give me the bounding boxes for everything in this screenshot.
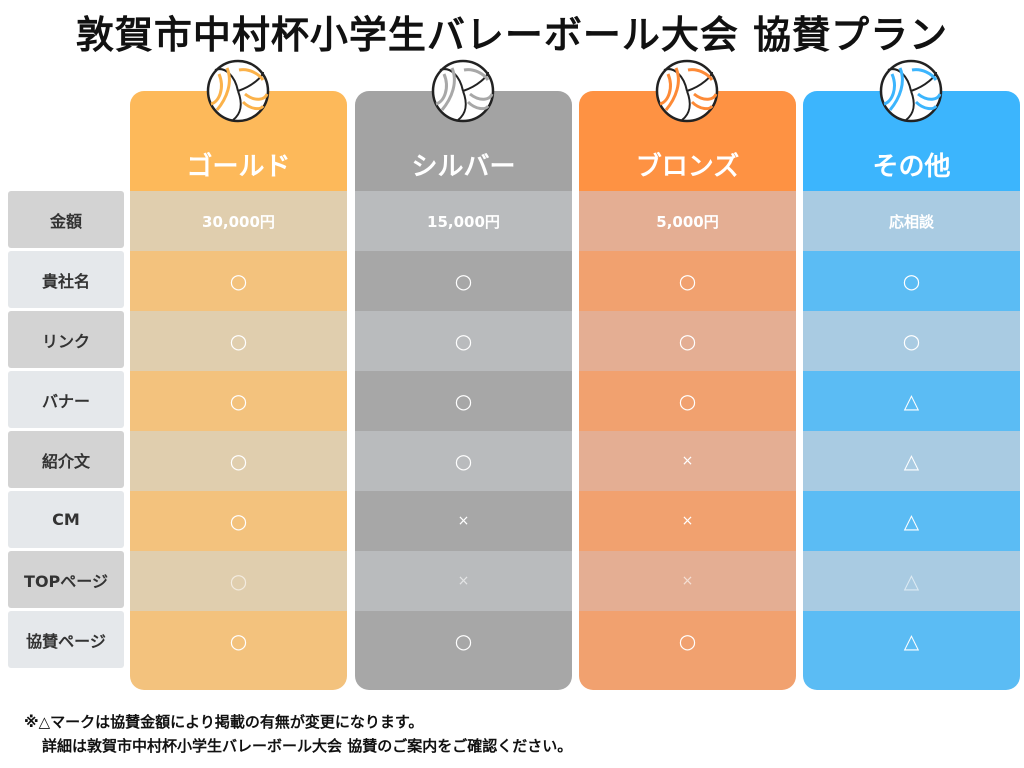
availability-mark: ○ [803,311,1020,371]
plan-column-gold: ゴールド 30,000円 ○ ○ ○ ○ ○ ○ ○ [130,91,347,690]
plan-column-footer [355,671,572,690]
page-title: 敦賀市中村杯小学生バレーボール大会 協賛プラン [75,13,949,57]
plan-column-footer [579,671,796,690]
availability-mark: × [355,551,572,611]
availability-mark: ○ [355,611,572,671]
availability-mark: ○ [355,371,572,431]
plan-column-footer [803,671,1020,690]
availability-mark: ○ [130,251,347,311]
footnote-line-1: ※△マークは協賛金額により掲載の有無が変更になります。 [24,713,424,731]
plan-price: 30,000円 [130,191,347,251]
row-labels: 金額 貴社名 リンク バナー 紹介文 CM TOPページ 協賛ページ [8,191,124,671]
row-label-price: 金額 [8,191,124,248]
availability-mark: △ [803,491,1020,551]
availability-mark: △ [803,611,1020,671]
availability-mark: ○ [579,611,796,671]
plan-header-bronze: ブロンズ [579,91,796,191]
volleyball-icon [430,58,496,124]
plan-name: シルバー [411,151,516,182]
availability-mark: ○ [130,311,347,371]
volleyball-icon [654,58,720,124]
plan-name: ゴールド [186,151,291,182]
availability-mark: × [579,491,796,551]
row-label-banner: バナー [8,371,124,428]
row-label-sponsor-page: 協賛ページ [8,611,124,668]
availability-mark: △ [803,431,1020,491]
availability-mark: ○ [130,611,347,671]
availability-mark: ○ [130,551,347,611]
footnote: ※△マークは協賛金額により掲載の有無が変更になります。 詳細は敦賀市中村杯小学生… [24,710,572,758]
row-label-top-page: TOPページ [8,551,124,608]
row-label-intro: 紹介文 [8,431,124,488]
availability-mark: △ [803,371,1020,431]
row-label-company: 貴社名 [8,251,124,308]
plan-column-other: その他 応相談 ○ ○ △ △ △ △ △ [803,91,1020,690]
availability-mark: × [579,431,796,491]
availability-mark: ○ [130,371,347,431]
plan-column-footer [130,671,347,690]
availability-mark: × [579,551,796,611]
plan-price: 15,000円 [355,191,572,251]
footnote-line-2: 詳細は敦賀市中村杯小学生バレーボール大会 協賛のご案内をご確認ください。 [42,737,573,755]
availability-mark: ○ [579,311,796,371]
availability-mark: ○ [355,251,572,311]
availability-mark: ○ [803,251,1020,311]
availability-mark: ○ [579,251,796,311]
plan-name: その他 [872,151,951,182]
availability-mark: ○ [355,311,572,371]
availability-mark: ○ [579,371,796,431]
availability-mark: ○ [130,491,347,551]
plan-price: 応相談 [803,191,1020,251]
plan-price: 5,000円 [579,191,796,251]
plan-name: ブロンズ [635,151,740,182]
row-label-cm: CM [8,491,124,548]
row-label-link: リンク [8,311,124,368]
availability-mark: × [355,491,572,551]
volleyball-icon [205,58,271,124]
volleyball-icon [878,58,944,124]
availability-mark: △ [803,551,1020,611]
availability-mark: ○ [130,431,347,491]
plan-column-bronze: ブロンズ 5,000円 ○ ○ ○ × × × ○ [579,91,796,690]
availability-mark: ○ [355,431,572,491]
plan-column-silver: シルバー 15,000円 ○ ○ ○ ○ × × ○ [355,91,572,690]
